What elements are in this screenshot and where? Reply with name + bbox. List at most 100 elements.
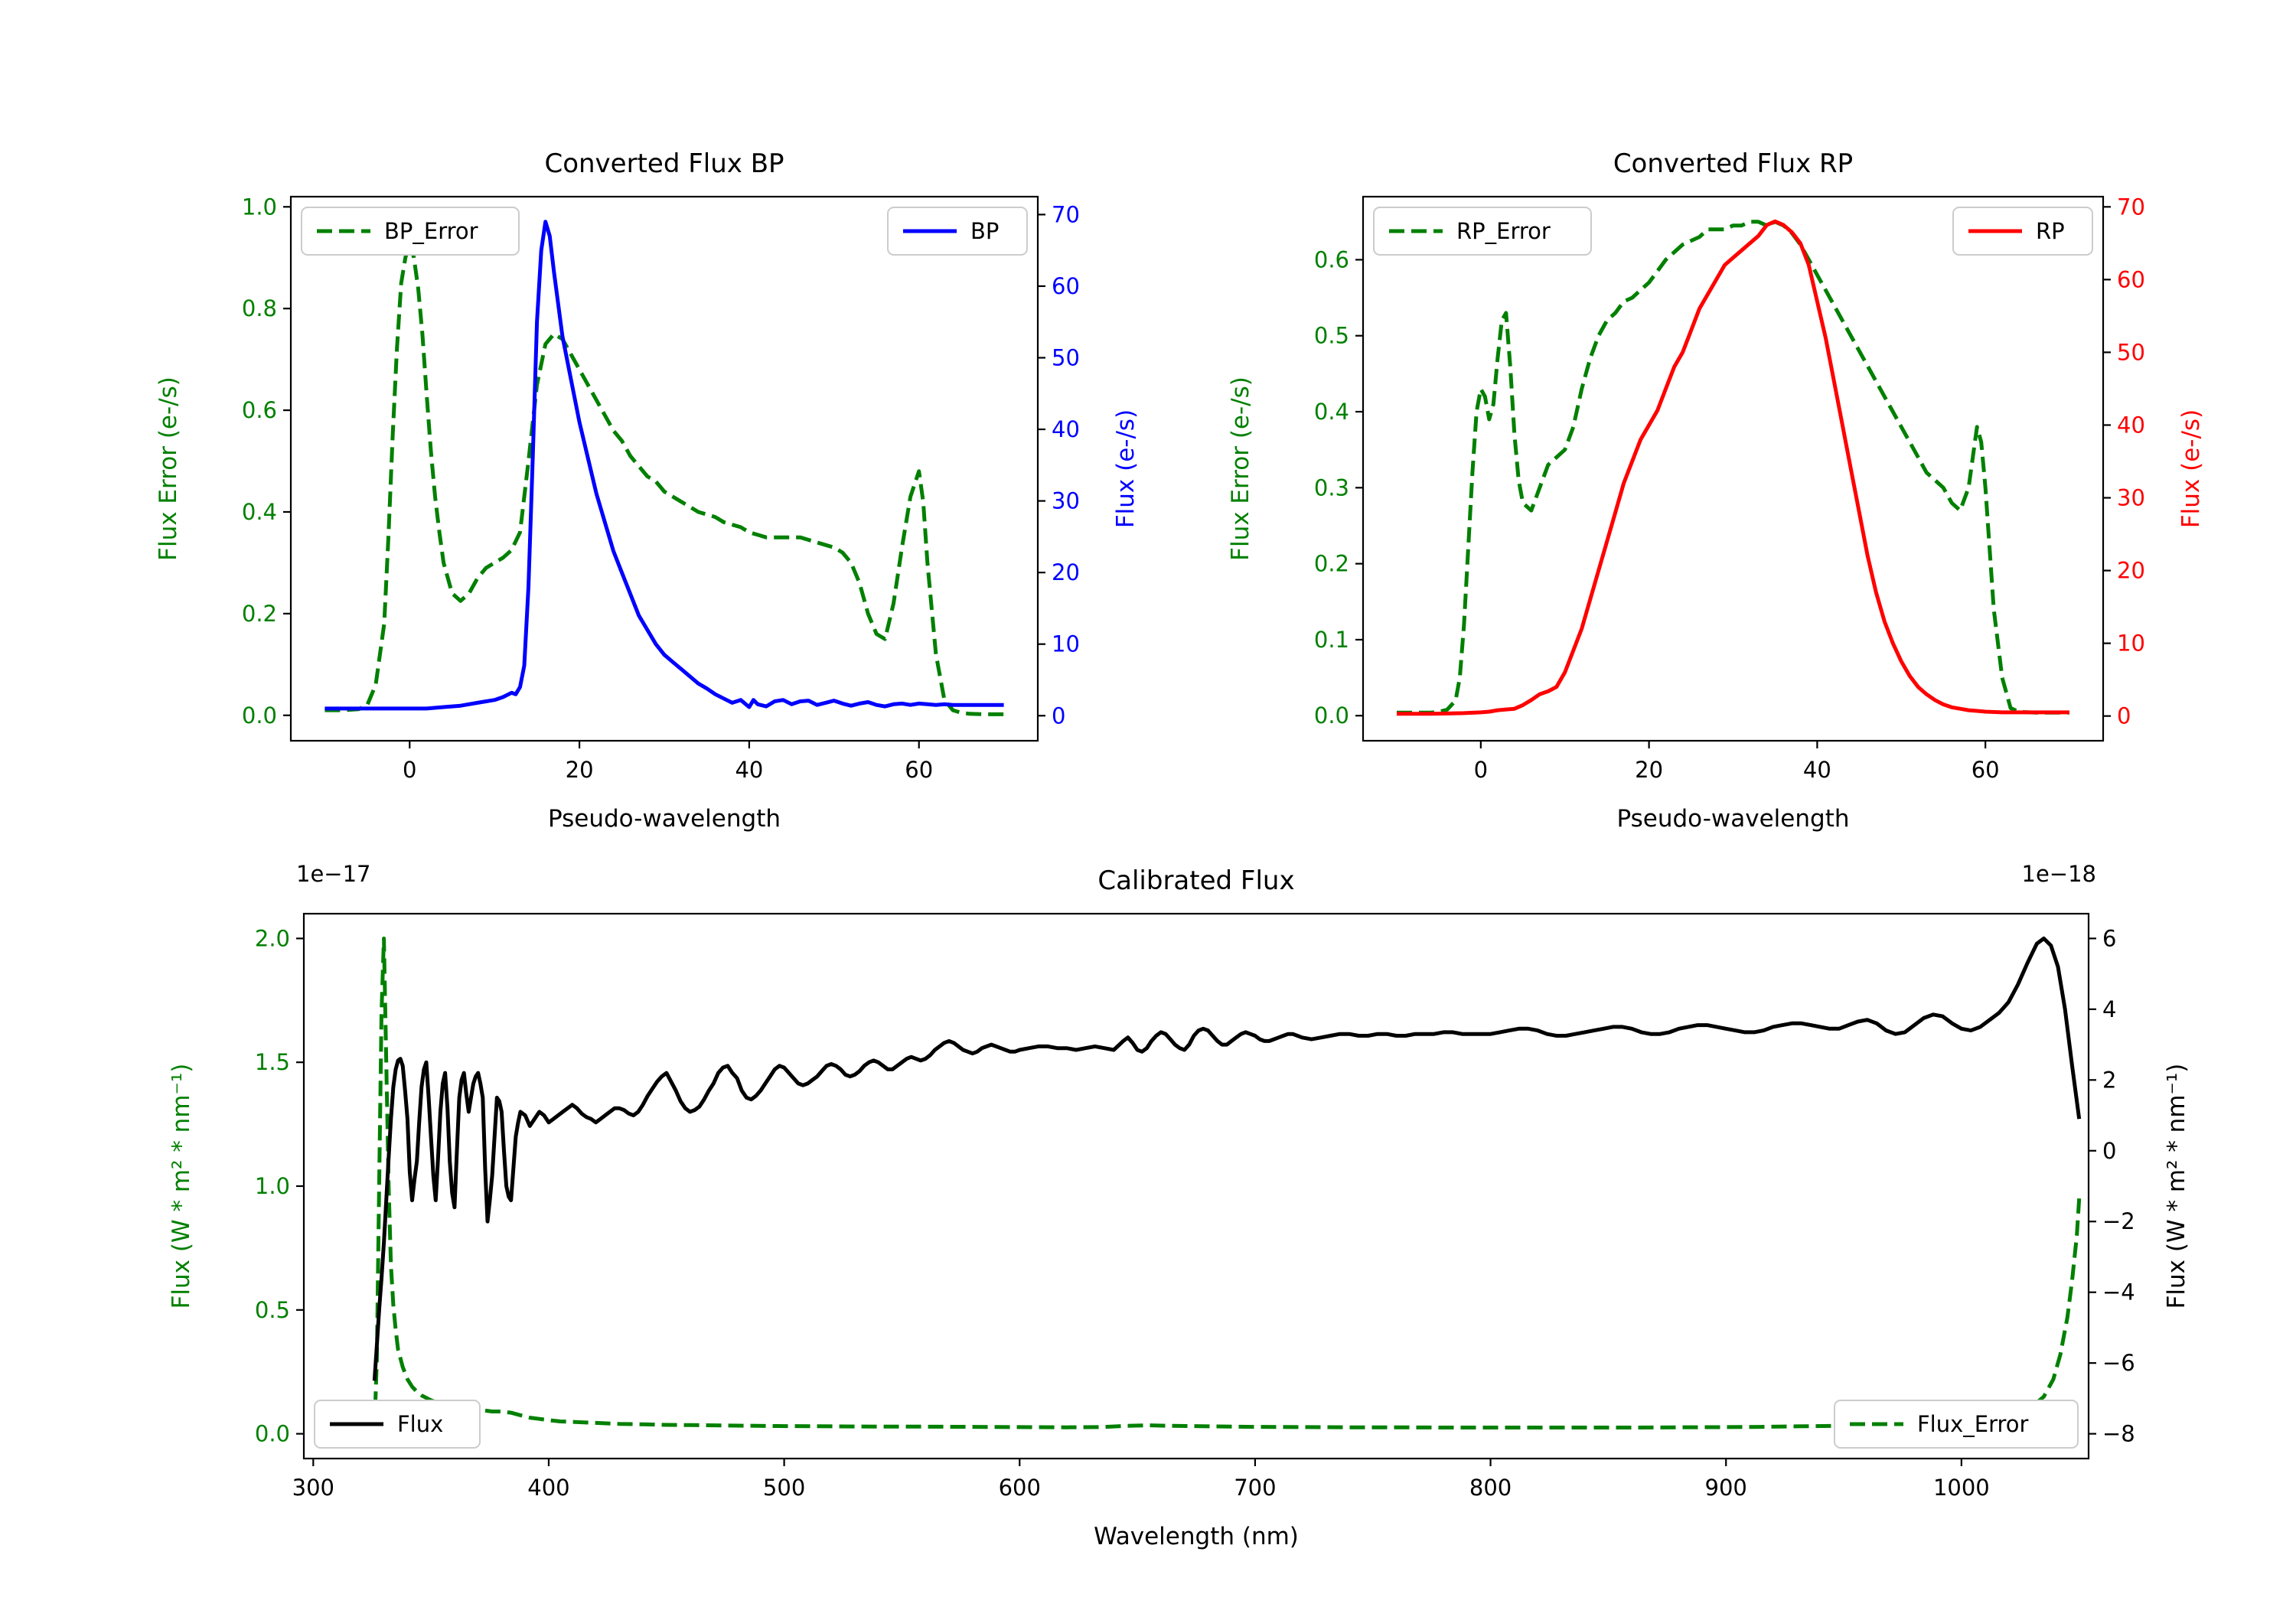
right-axis-label: Flux (W * m² * nm⁻¹) xyxy=(2163,1064,2190,1309)
x-axis-label: Pseudo-wavelength xyxy=(1616,805,1849,833)
right-tick-label: 4 xyxy=(2102,996,2116,1022)
right-tick-label: 0 xyxy=(2102,1138,2116,1164)
series-line-RP xyxy=(1397,219,2069,716)
right-axis-label: Flux (e-/s) xyxy=(2177,409,2205,528)
left-tick-label: 2.0 xyxy=(255,925,290,951)
legend-Flux: Flux xyxy=(314,1400,481,1449)
left-tick-label: 0.3 xyxy=(1314,474,1349,500)
left-tick-label: 0.2 xyxy=(242,601,277,627)
left-axis-label: Flux Error (e-/s) xyxy=(155,376,182,561)
right-tick-label: 50 xyxy=(1052,344,1080,370)
right-tick-label: −8 xyxy=(2102,1421,2135,1447)
left-axis-offset-text: 1e−17 xyxy=(296,861,371,887)
x-tick-label: 700 xyxy=(1234,1475,1276,1501)
series-line-Flux xyxy=(372,936,2082,1381)
legend-label: BP xyxy=(970,218,999,244)
left-tick-label: 1.0 xyxy=(255,1173,290,1199)
right-tick-label: 30 xyxy=(1052,488,1080,514)
legend-Flux_Error: Flux_Error xyxy=(1834,1400,2079,1449)
right-tick-label: 70 xyxy=(1052,201,1080,227)
series-line-Flux_Error xyxy=(372,936,2082,1429)
right-tick-label: 70 xyxy=(2117,194,2145,220)
x-tick-label: 40 xyxy=(735,757,763,783)
x-tick-label: 40 xyxy=(1803,757,1831,783)
legend-box xyxy=(887,207,1028,256)
legend-box xyxy=(1834,1400,2079,1449)
series-line-BP xyxy=(325,220,1004,711)
left-tick-label: 0.6 xyxy=(242,397,277,423)
x-tick-label: 0 xyxy=(1474,757,1488,783)
x-tick-label: 20 xyxy=(566,757,594,783)
legend-BP: BP xyxy=(887,207,1028,256)
axes-spines xyxy=(289,195,1039,742)
legend-RP: RP xyxy=(1952,207,2093,256)
axes-spines xyxy=(1362,195,2105,742)
legend-label: RP_Error xyxy=(1456,218,1551,244)
chart-bp: Converted Flux BP Pseudo-wavelength 0 20 40 6… xyxy=(155,148,1140,833)
axes-spines xyxy=(302,912,2090,1460)
legend-RP_Error: RP_Error xyxy=(1373,207,1592,256)
legend-label: BP_Error xyxy=(384,218,478,244)
left-axis-label: Flux (W * m² * nm⁻¹) xyxy=(168,1064,195,1309)
left-tick-label: 0.4 xyxy=(1314,399,1349,425)
x-tick-label: 600 xyxy=(999,1475,1041,1501)
right-tick-label: −2 xyxy=(2102,1208,2135,1234)
left-tick-label: 0.6 xyxy=(1314,246,1349,272)
chart-calibrated: Calibrated Flux Wavelength (nm) 300 400 500 6… xyxy=(168,861,2190,1550)
left-tick-label: 0.2 xyxy=(1314,551,1349,577)
legend-BP_Error: BP_Error xyxy=(301,207,520,256)
x-axis-label: Wavelength (nm) xyxy=(1094,1523,1299,1550)
x-tick-label: 0 xyxy=(403,757,416,783)
left-tick-label: 0.1 xyxy=(1314,627,1349,653)
left-tick-label: 0.5 xyxy=(1314,323,1349,349)
right-tick-label: −4 xyxy=(2102,1279,2135,1305)
legend-box xyxy=(301,207,520,256)
left-tick-label: 0.4 xyxy=(242,499,277,525)
x-tick-label: 60 xyxy=(1971,757,2000,783)
left-tick-label: 0.0 xyxy=(242,702,277,729)
x-axis-label: Pseudo-wavelength xyxy=(548,805,781,833)
x-tick-label: 500 xyxy=(763,1475,805,1501)
chart-title: Converted Flux RP xyxy=(1613,148,1853,179)
right-tick-label: −6 xyxy=(2102,1350,2135,1376)
left-tick-label: 0.5 xyxy=(255,1297,290,1323)
right-tick-label: 6 xyxy=(2102,925,2116,951)
x-tick-label: 60 xyxy=(905,757,933,783)
x-tick-label: 1000 xyxy=(1933,1475,1990,1501)
right-tick-label: 10 xyxy=(2117,631,2145,657)
left-tick-label: 1.0 xyxy=(242,194,277,220)
legend-label: Flux_Error xyxy=(1917,1411,2029,1437)
right-tick-label: 60 xyxy=(2117,266,2145,292)
legend-box xyxy=(1952,207,2093,256)
left-axis-label: Flux Error (e-/s) xyxy=(1227,376,1254,561)
right-tick-label: 40 xyxy=(1052,416,1080,442)
legend-label: RP xyxy=(2036,218,2065,244)
right-tick-label: 30 xyxy=(2117,485,2145,511)
legend-label: Flux xyxy=(397,1411,443,1437)
series-line-BP_Error xyxy=(325,240,1004,716)
right-tick-label: 0 xyxy=(1052,702,1065,729)
legend-box xyxy=(1373,207,1592,256)
x-tick-label: 800 xyxy=(1469,1475,1512,1501)
chart-rp: Converted Flux RP Pseudo-wavelength 0 20 40 6… xyxy=(1227,148,2205,833)
x-tick-label: 900 xyxy=(1705,1475,1747,1501)
right-tick-label: 40 xyxy=(2117,412,2145,438)
right-tick-label: 20 xyxy=(2117,558,2145,584)
right-tick-label: 0 xyxy=(2117,703,2131,729)
left-tick-label: 1.5 xyxy=(255,1049,290,1075)
left-tick-label: 0.8 xyxy=(242,295,277,321)
legend-box xyxy=(314,1400,481,1449)
right-tick-label: 50 xyxy=(2117,339,2145,365)
chart-title: Calibrated Flux xyxy=(1097,865,1294,896)
left-tick-label: 0.0 xyxy=(1314,702,1349,729)
right-tick-label: 10 xyxy=(1052,631,1080,657)
x-tick-label: 400 xyxy=(527,1475,569,1501)
left-tick-label: 0.0 xyxy=(255,1421,290,1447)
right-tick-label: 2 xyxy=(2102,1067,2116,1093)
right-axis-offset-text: 1e−18 xyxy=(2022,861,2097,887)
chart-title: Converted Flux BP xyxy=(544,148,784,179)
right-tick-label: 60 xyxy=(1052,273,1080,299)
x-tick-label: 20 xyxy=(1635,757,1663,783)
